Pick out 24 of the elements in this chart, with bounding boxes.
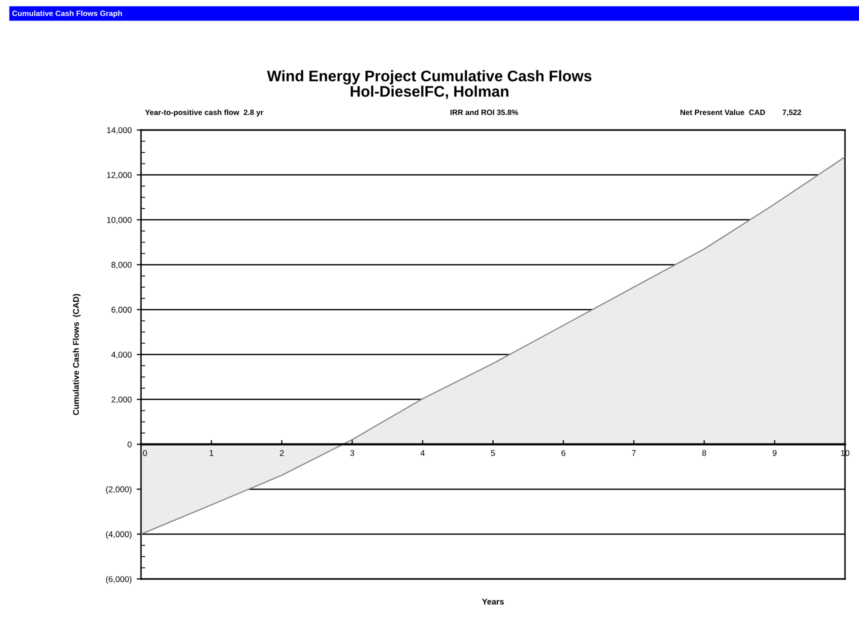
y-tick-label: 6,000 [112, 306, 132, 314]
x-tick-label: 6 [562, 450, 566, 456]
x-tick-label: 4 [420, 450, 425, 456]
x-tick-label: 7 [632, 450, 636, 456]
y-tick-label: 14,000 [107, 127, 132, 134]
x-tick-label: 8 [702, 450, 706, 456]
x-tick-label: 1 [210, 450, 214, 456]
chart-title: Wind Energy Project Cumulative Cash Flows Hol-DieselFC, Holman [267, 70, 592, 100]
y-tick-label: 2,000 [112, 396, 132, 404]
y-tick-label: 8,000 [111, 262, 132, 269]
y-tick-label: (6,000) [106, 576, 132, 584]
x-tick-label: 0 [143, 450, 147, 456]
x-tick-label: 9 [772, 450, 777, 456]
y-axis-title: Cumulative Cash Flows (CAD) [72, 294, 81, 416]
y-tick-label: 4,000 [111, 352, 132, 359]
y-tick-label: (4,000) [106, 531, 132, 539]
x-axis-title: Years [482, 598, 504, 605]
y-tick-label: (2,000) [106, 486, 132, 494]
y-tick-label: 0 [128, 442, 132, 448]
x-tick-label: 3 [350, 450, 354, 456]
x-tick-label: 2 [280, 450, 284, 456]
y-tick-label: 12,000 [107, 172, 132, 179]
x-tick-label: 5 [491, 450, 495, 456]
y-tick-label: 10,000 [107, 217, 132, 224]
